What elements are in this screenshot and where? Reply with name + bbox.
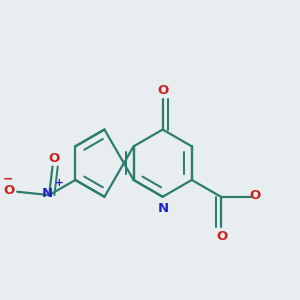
Text: O: O — [250, 189, 261, 202]
Text: O: O — [48, 152, 60, 165]
Text: O: O — [3, 184, 14, 197]
Text: −: − — [3, 172, 14, 185]
Text: +: + — [54, 178, 63, 188]
Text: N: N — [158, 202, 169, 215]
Text: N: N — [41, 187, 52, 200]
Text: O: O — [217, 230, 228, 243]
Text: O: O — [157, 84, 168, 97]
